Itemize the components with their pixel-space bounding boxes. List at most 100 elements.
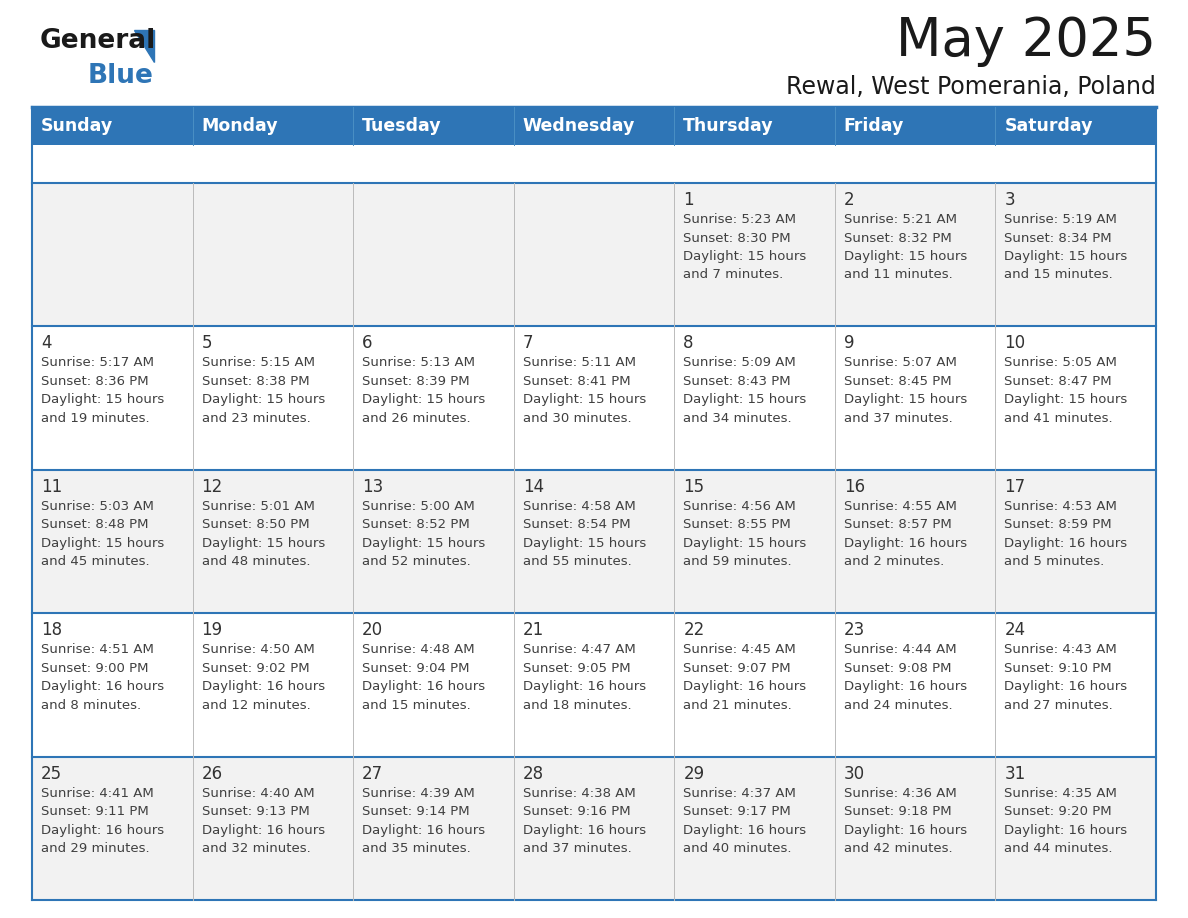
Text: Daylight: 15 hours: Daylight: 15 hours [362, 394, 486, 407]
Text: Saturday: Saturday [1004, 117, 1093, 135]
Text: Daylight: 16 hours: Daylight: 16 hours [843, 823, 967, 836]
Bar [32, 107, 1156, 145]
Text: and 26 minutes.: and 26 minutes. [362, 412, 470, 425]
Text: 4: 4 [42, 334, 51, 353]
Text: Sunset: 9:18 PM: Sunset: 9:18 PM [843, 805, 952, 818]
Text: 14: 14 [523, 477, 544, 496]
Text: 13: 13 [362, 477, 384, 496]
Text: Sunrise: 4:47 AM: Sunrise: 4:47 AM [523, 644, 636, 656]
Text: and 34 minutes.: and 34 minutes. [683, 412, 792, 425]
Text: and 32 minutes.: and 32 minutes. [202, 842, 310, 855]
Text: and 23 minutes.: and 23 minutes. [202, 412, 310, 425]
Text: Sunrise: 4:53 AM: Sunrise: 4:53 AM [1004, 499, 1117, 513]
Text: 11: 11 [42, 477, 62, 496]
Text: and 44 minutes.: and 44 minutes. [1004, 842, 1113, 855]
Text: Sunrise: 5:07 AM: Sunrise: 5:07 AM [843, 356, 956, 369]
Text: Sunset: 9:05 PM: Sunset: 9:05 PM [523, 662, 631, 675]
Text: Friday: Friday [843, 117, 904, 135]
Text: Sunset: 8:36 PM: Sunset: 8:36 PM [42, 375, 148, 388]
Text: 15: 15 [683, 477, 704, 496]
Text: 24: 24 [1004, 621, 1025, 639]
Text: 16: 16 [843, 477, 865, 496]
Text: General: General [40, 28, 157, 54]
Text: Sunrise: 4:37 AM: Sunrise: 4:37 AM [683, 787, 796, 800]
Text: Daylight: 15 hours: Daylight: 15 hours [523, 394, 646, 407]
Text: Sunset: 8:45 PM: Sunset: 8:45 PM [843, 375, 952, 388]
Text: and 45 minutes.: and 45 minutes. [42, 555, 150, 568]
Text: Daylight: 16 hours: Daylight: 16 hours [1004, 823, 1127, 836]
Text: 8: 8 [683, 334, 694, 353]
Text: Sunrise: 4:48 AM: Sunrise: 4:48 AM [362, 644, 475, 656]
Text: 18: 18 [42, 621, 62, 639]
Text: Sunrise: 4:45 AM: Sunrise: 4:45 AM [683, 644, 796, 656]
Text: Sunrise: 5:19 AM: Sunrise: 5:19 AM [1004, 213, 1117, 226]
Text: Sunset: 8:30 PM: Sunset: 8:30 PM [683, 231, 791, 244]
Text: Wednesday: Wednesday [523, 117, 636, 135]
Text: Sunrise: 5:01 AM: Sunrise: 5:01 AM [202, 499, 315, 513]
Text: Sunrise: 5:05 AM: Sunrise: 5:05 AM [1004, 356, 1117, 369]
Text: Daylight: 16 hours: Daylight: 16 hours [683, 823, 807, 836]
Text: Daylight: 15 hours: Daylight: 15 hours [202, 537, 324, 550]
Text: 22: 22 [683, 621, 704, 639]
Bar [32, 756, 1156, 900]
Text: Sunset: 8:50 PM: Sunset: 8:50 PM [202, 519, 309, 532]
Text: and 5 minutes.: and 5 minutes. [1004, 555, 1105, 568]
Text: Sunrise: 5:11 AM: Sunrise: 5:11 AM [523, 356, 636, 369]
Text: Sunset: 8:54 PM: Sunset: 8:54 PM [523, 519, 631, 532]
Text: Sunset: 8:39 PM: Sunset: 8:39 PM [362, 375, 469, 388]
Text: Sunrise: 5:03 AM: Sunrise: 5:03 AM [42, 499, 154, 513]
Text: 5: 5 [202, 334, 213, 353]
Text: Daylight: 16 hours: Daylight: 16 hours [362, 680, 485, 693]
Text: May 2025: May 2025 [896, 15, 1156, 67]
Text: Thursday: Thursday [683, 117, 773, 135]
Bar [32, 470, 1156, 613]
Text: Daylight: 16 hours: Daylight: 16 hours [362, 823, 485, 836]
Text: Daylight: 15 hours: Daylight: 15 hours [843, 250, 967, 263]
Text: Sunrise: 4:43 AM: Sunrise: 4:43 AM [1004, 644, 1117, 656]
Text: and 55 minutes.: and 55 minutes. [523, 555, 632, 568]
Text: Sunday: Sunday [42, 117, 113, 135]
Text: Daylight: 16 hours: Daylight: 16 hours [1004, 680, 1127, 693]
Text: Daylight: 15 hours: Daylight: 15 hours [523, 537, 646, 550]
Text: and 37 minutes.: and 37 minutes. [523, 842, 632, 855]
Text: 26: 26 [202, 765, 222, 783]
Text: Daylight: 16 hours: Daylight: 16 hours [202, 823, 324, 836]
Text: Sunset: 9:04 PM: Sunset: 9:04 PM [362, 662, 469, 675]
Text: Daylight: 16 hours: Daylight: 16 hours [843, 680, 967, 693]
Bar [32, 613, 1156, 756]
Text: 12: 12 [202, 477, 223, 496]
Text: 6: 6 [362, 334, 373, 353]
Text: Daylight: 16 hours: Daylight: 16 hours [843, 537, 967, 550]
Text: and 52 minutes.: and 52 minutes. [362, 555, 470, 568]
Text: and 40 minutes.: and 40 minutes. [683, 842, 791, 855]
Text: Sunset: 9:11 PM: Sunset: 9:11 PM [42, 805, 148, 818]
Text: and 24 minutes.: and 24 minutes. [843, 699, 953, 711]
Text: Sunset: 9:02 PM: Sunset: 9:02 PM [202, 662, 309, 675]
Text: Sunset: 9:00 PM: Sunset: 9:00 PM [42, 662, 148, 675]
Text: Daylight: 16 hours: Daylight: 16 hours [202, 680, 324, 693]
Text: Tuesday: Tuesday [362, 117, 442, 135]
Text: Sunset: 8:48 PM: Sunset: 8:48 PM [42, 519, 148, 532]
Text: Daylight: 15 hours: Daylight: 15 hours [683, 250, 807, 263]
Text: Sunrise: 4:41 AM: Sunrise: 4:41 AM [42, 787, 153, 800]
Text: Daylight: 15 hours: Daylight: 15 hours [683, 394, 807, 407]
Text: and 11 minutes.: and 11 minutes. [843, 268, 953, 282]
Text: Sunrise: 4:51 AM: Sunrise: 4:51 AM [42, 644, 154, 656]
Text: and 48 minutes.: and 48 minutes. [202, 555, 310, 568]
Text: Daylight: 15 hours: Daylight: 15 hours [1004, 394, 1127, 407]
Text: 19: 19 [202, 621, 222, 639]
Text: 3: 3 [1004, 191, 1015, 209]
Text: and 15 minutes.: and 15 minutes. [1004, 268, 1113, 282]
Text: Sunset: 8:38 PM: Sunset: 8:38 PM [202, 375, 309, 388]
Text: Sunset: 8:32 PM: Sunset: 8:32 PM [843, 231, 952, 244]
Text: 2: 2 [843, 191, 854, 209]
Text: 29: 29 [683, 765, 704, 783]
Text: and 8 minutes.: and 8 minutes. [42, 699, 141, 711]
Text: and 37 minutes.: and 37 minutes. [843, 412, 953, 425]
Text: Sunrise: 5:17 AM: Sunrise: 5:17 AM [42, 356, 154, 369]
Text: and 42 minutes.: and 42 minutes. [843, 842, 953, 855]
Text: 21: 21 [523, 621, 544, 639]
Text: Sunrise: 4:40 AM: Sunrise: 4:40 AM [202, 787, 314, 800]
Text: and 27 minutes.: and 27 minutes. [1004, 699, 1113, 711]
Text: 1: 1 [683, 191, 694, 209]
